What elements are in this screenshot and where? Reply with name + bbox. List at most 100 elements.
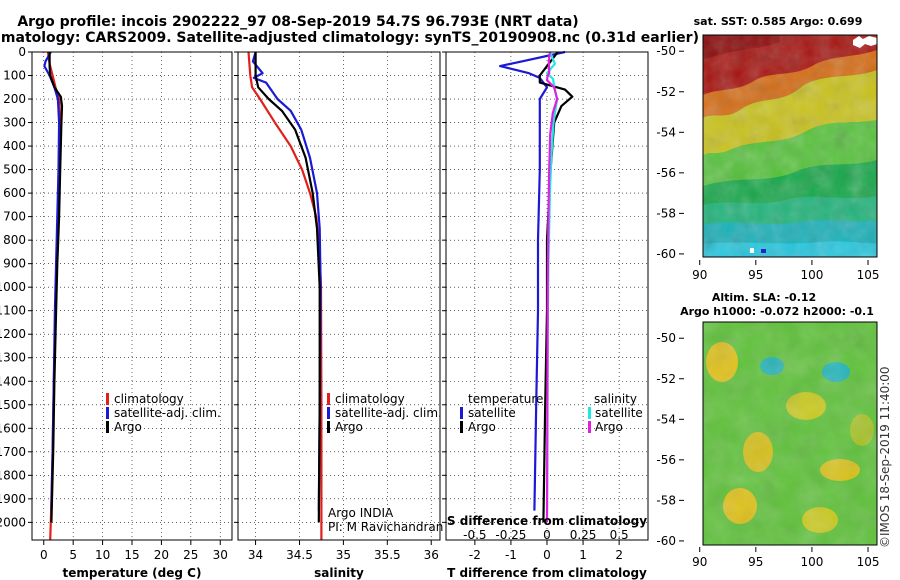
map-y-tick-label: -60 xyxy=(656,247,676,261)
sla-map-title-line-2: Argo h1000: -0.072 h2000: -0.1 xyxy=(680,305,874,318)
x-tick-label: 25 xyxy=(183,548,198,562)
y-tick-label: 1300 xyxy=(0,351,26,365)
difference-legend: temperature satellite Argo salinity sate… xyxy=(460,392,643,434)
sla-map-frame xyxy=(702,321,878,546)
series-line-t-argo xyxy=(538,51,574,523)
legend-swatch-climatology xyxy=(106,393,109,405)
map-y-tick-label: -52 xyxy=(656,372,676,386)
sst-map-axes: 90 95 100 105 -50 -52 -54 -56 -58 -60 xyxy=(656,44,879,282)
x-tick-label: 0 xyxy=(543,548,551,562)
x-tick-label: -2 xyxy=(469,548,481,562)
legend-label-t-argo: Argo xyxy=(468,420,496,434)
x-tick-label: 0 xyxy=(40,548,48,562)
x2-tick-label: 0.25 xyxy=(570,528,597,542)
x-axis-label: T difference from climatology xyxy=(447,566,647,580)
x-tick-label: 20 xyxy=(154,548,169,562)
salinity-plot: 34 34.5 35 35.5 36 salinity xyxy=(234,51,441,580)
title-line-1: Argo profile: incois 2902222_97 08-Sep-2… xyxy=(17,14,578,30)
sla-field xyxy=(703,322,877,545)
x-tick-label: 30 xyxy=(213,548,228,562)
legend-swatch-satellite xyxy=(327,407,330,419)
sla-map: Altim. SLA: -0.12 Argo h1000: -0.072 h20… xyxy=(656,291,879,569)
legend-label-argo: Argo xyxy=(114,420,142,434)
x-tick-label: 1 xyxy=(579,548,587,562)
map-x-tick-label: 105 xyxy=(857,268,880,282)
credit-label: ©IMOS 18-Sep-2019 11:40:00 xyxy=(878,366,892,548)
y-tick-label: 500 xyxy=(3,163,26,177)
x-tick-label: 2 xyxy=(615,548,623,562)
map-y-tick-label: -58 xyxy=(656,206,676,220)
plot-frame xyxy=(445,51,649,541)
sst-map: sat. SST: 0.585 Argo: 0.699 90 95 100 105 -5… xyxy=(656,15,879,282)
y-tick-label: 1800 xyxy=(0,468,26,482)
y-tick-label: 1400 xyxy=(0,374,26,388)
y-tick-label: 900 xyxy=(3,257,26,271)
map-y-tick-label: -56 xyxy=(656,166,676,180)
legend-swatch-s-argo xyxy=(588,421,591,433)
x2-tick-label: 0.5 xyxy=(610,528,629,542)
legend-title-salinity: salinity xyxy=(594,392,637,406)
x-axis-label: salinity xyxy=(314,566,364,580)
legend-swatch-t-satellite xyxy=(460,407,463,419)
map-y-tick-label: -60 xyxy=(656,534,676,548)
series-line-s-argo xyxy=(545,51,559,523)
y-tick-label: 600 xyxy=(3,186,26,200)
series-line-climatology xyxy=(247,51,323,540)
series-line-argo xyxy=(254,52,321,523)
salinity-legend: climatology satellite-adj. clim. Argo Ar… xyxy=(327,392,443,534)
plot-frame xyxy=(237,51,441,541)
temperature-plot: 0 5 10 15 20 25 300100200300400500600700800900… xyxy=(0,45,233,580)
argo-program-annotation: Argo INDIA xyxy=(328,506,394,520)
sst-field xyxy=(703,35,877,257)
difference-plot: -2 -1 0 1 2 T difference from climatology S di… xyxy=(442,50,649,580)
y-tick-label: 400 xyxy=(3,139,26,153)
sla-map-title-line-1: Altim. SLA: -0.12 xyxy=(712,291,816,304)
y-tick-label: 1700 xyxy=(0,445,26,459)
y-tick-label: 100 xyxy=(3,69,26,83)
map-y-tick-label: -50 xyxy=(656,331,676,345)
series-line-argo xyxy=(48,52,64,523)
legend-label-s-argo: Argo xyxy=(595,420,623,434)
legend-swatch-climatology xyxy=(327,393,330,405)
legend-swatch-t-argo xyxy=(460,421,463,433)
map-y-tick-label: -54 xyxy=(656,412,676,426)
legend-label-satellite: satellite-adj. clim. xyxy=(114,406,221,420)
y-tick-label: 200 xyxy=(3,92,26,106)
map-x-tick-label: 100 xyxy=(800,555,823,569)
legend-swatch-argo xyxy=(327,421,330,433)
temperature-legend: climatology satellite-adj. clim. Argo xyxy=(106,392,221,434)
series-line-t-satellite xyxy=(499,50,566,511)
x2-tick-label: 0 xyxy=(543,528,551,542)
x-tick-label: 5 xyxy=(69,548,77,562)
legend-label-t-satellite: satellite xyxy=(468,406,516,420)
map-x-tick-label: 100 xyxy=(800,268,823,282)
legend-label-satellite: satellite-adj. clim. xyxy=(335,406,442,420)
map-x-tick-label: 105 xyxy=(857,555,880,569)
y-tick-label: 1200 xyxy=(0,327,26,341)
pi-annotation: PI: M Ravichandran xyxy=(328,520,443,534)
y-tick-label: 1000 xyxy=(0,280,26,294)
x2-tick-label: -0.25 xyxy=(495,528,526,542)
x-tick-label: 35 xyxy=(336,548,351,562)
map-y-tick-label: -56 xyxy=(656,453,676,467)
y-tick-label: 1600 xyxy=(0,421,26,435)
y-tick-label: 0 xyxy=(18,45,26,59)
sst-map-frame xyxy=(702,34,878,258)
map-y-tick-label: -58 xyxy=(656,493,676,507)
y-tick-label: 800 xyxy=(3,233,26,247)
series-line-satellite-adj-clim xyxy=(251,51,322,511)
x-tick-label: 10 xyxy=(95,548,110,562)
x2-axis-label: S difference from climatology xyxy=(447,514,647,528)
title-line-2: Climatology: CARS2009. Satellite-adjuste… xyxy=(0,30,699,46)
legend-label-climatology: climatology xyxy=(335,392,405,406)
map-y-tick-label: -52 xyxy=(656,85,676,99)
sst-map-title: sat. SST: 0.585 Argo: 0.699 xyxy=(694,15,863,28)
x-tick-label: 35.5 xyxy=(374,548,401,562)
map-x-tick-label: 90 xyxy=(692,268,707,282)
legend-swatch-s-satellite xyxy=(588,407,591,419)
x-tick-label: 34.5 xyxy=(286,548,313,562)
y-tick-label: 1100 xyxy=(0,304,26,318)
x-tick-label: 34 xyxy=(248,548,263,562)
x-tick-label: -1 xyxy=(505,548,517,562)
